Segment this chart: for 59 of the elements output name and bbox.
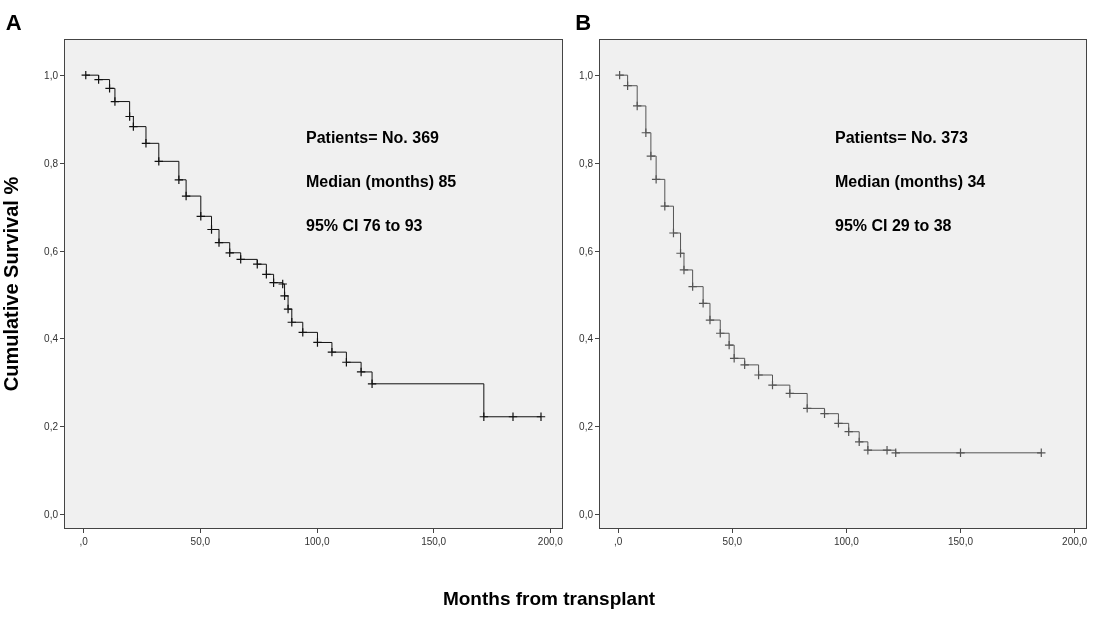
chart-title: A: [5, 9, 22, 35]
point: [283, 304, 293, 314]
y-tick-label: 0,4: [579, 333, 594, 345]
point: [739, 360, 750, 370]
point: [536, 411, 546, 422]
y-tick-label: 1,0: [44, 69, 59, 81]
point: [141, 138, 151, 149]
x-tick-label: 150,0: [947, 536, 974, 547]
point: [767, 380, 778, 390]
x-tick-label: 50,0: [722, 536, 743, 547]
annotation: 95% CI 29 to 38: [835, 217, 952, 234]
point: [651, 174, 661, 185]
annotation: 95% CI 76 to 93: [306, 217, 423, 234]
point: [110, 96, 120, 107]
y-tick-label: 0,6: [44, 245, 59, 257]
point: [279, 291, 290, 301]
annotation: Patients= No. 373: [835, 129, 969, 146]
point: [646, 151, 656, 161]
point: [882, 445, 892, 455]
point: [327, 347, 337, 357]
point: [214, 237, 224, 248]
y-tick-label: 0,0: [579, 509, 594, 521]
y-tick-label: 0,2: [44, 421, 59, 433]
point: [698, 298, 708, 309]
y-tick-label: 0,8: [579, 157, 594, 169]
y-tick-label: 0,2: [579, 421, 594, 433]
y-tick-label: 0,0: [44, 509, 59, 521]
point: [508, 411, 518, 422]
y-axis-title: Cumulative Survival %: [0, 176, 22, 392]
x-axis-title: Months from transplant: [441, 588, 657, 610]
point: [641, 127, 651, 138]
chart-title: B: [575, 9, 592, 35]
point: [668, 228, 679, 238]
x-tick-label: 200,0: [1062, 536, 1088, 547]
x-tick-label: 100,0: [833, 536, 860, 547]
x-tick-label: 50,0: [190, 536, 211, 547]
point: [367, 379, 377, 389]
point: [174, 175, 184, 185]
x-tick-label: 200,0: [537, 536, 564, 547]
point: [632, 101, 642, 111]
annotation: Patients= No. 369: [306, 129, 440, 146]
x-tick-label: ,0: [79, 536, 89, 547]
y-tick-label: 0,6: [579, 245, 594, 257]
y-tick-label: 1,0: [579, 69, 594, 81]
point: [679, 265, 689, 275]
point: [181, 191, 191, 201]
point: [863, 445, 873, 455]
annotation: Median (months) 85: [306, 173, 457, 190]
x-tick-label: 150,0: [421, 536, 447, 547]
annotation: Median (months) 34: [835, 173, 986, 190]
y-tick-label: 0,4: [44, 333, 59, 345]
point: [277, 279, 288, 289]
y-tick-label: 0,8: [44, 157, 59, 169]
x-tick-label: 100,0: [304, 536, 330, 547]
point: [705, 315, 715, 325]
point: [356, 367, 366, 377]
x-tick-label: ,0: [614, 536, 623, 547]
point: [724, 340, 734, 350]
point: [753, 370, 764, 380]
